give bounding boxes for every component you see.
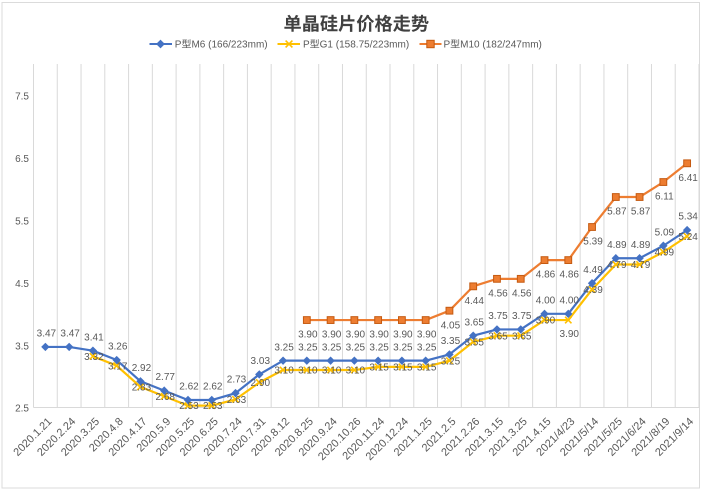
svg-text:M10 (182/247mm): M10 (182/247mm)	[460, 40, 542, 51]
svg-text:5.39: 5.39	[583, 237, 603, 248]
svg-text:3.65: 3.65	[488, 331, 508, 342]
svg-text:6.41: 6.41	[678, 173, 698, 184]
svg-text:3.10: 3.10	[346, 366, 366, 377]
svg-text:4.56: 4.56	[512, 288, 532, 299]
svg-text:3.5: 3.5	[15, 341, 29, 352]
svg-text:3.26: 3.26	[108, 342, 128, 353]
svg-text:4.44: 4.44	[464, 296, 484, 307]
svg-text:2.53: 2.53	[179, 401, 199, 412]
svg-text:6.11: 6.11	[655, 192, 674, 203]
svg-text:7.5: 7.5	[15, 91, 29, 102]
svg-text:3.90: 3.90	[346, 330, 366, 341]
svg-text:2.73: 2.73	[227, 375, 247, 386]
svg-text:3.55: 3.55	[464, 338, 484, 349]
svg-text:3.25: 3.25	[346, 342, 366, 353]
svg-text:2.83: 2.83	[132, 382, 152, 393]
svg-text:5.34: 5.34	[678, 212, 698, 223]
svg-text:3.65: 3.65	[512, 331, 532, 342]
svg-text:4.00: 4.00	[560, 295, 580, 306]
svg-text:3.17: 3.17	[108, 361, 128, 372]
svg-text:3.35: 3.35	[441, 336, 461, 347]
svg-text:3.90: 3.90	[298, 330, 318, 341]
svg-text:3.25: 3.25	[393, 342, 413, 353]
svg-text:4.79: 4.79	[607, 260, 627, 271]
svg-text:3.10: 3.10	[298, 366, 318, 377]
svg-text:3.47: 3.47	[37, 329, 57, 340]
svg-text:2.92: 2.92	[132, 363, 152, 374]
svg-text:P: P	[444, 40, 451, 51]
svg-text:4.5: 4.5	[15, 279, 29, 290]
svg-text:3.25: 3.25	[322, 342, 342, 353]
svg-text:M6 (166/223mm): M6 (166/223mm)	[191, 40, 267, 51]
svg-text:3.90: 3.90	[560, 329, 580, 340]
svg-text:2.62: 2.62	[203, 382, 223, 393]
svg-text:3.25: 3.25	[441, 356, 461, 367]
svg-text:4.89: 4.89	[631, 240, 651, 251]
svg-text:3.25: 3.25	[417, 342, 437, 353]
svg-text:4.79: 4.79	[631, 260, 651, 271]
svg-text:4.99: 4.99	[655, 248, 675, 259]
svg-text:3.32: 3.32	[84, 352, 104, 363]
svg-text:4.49: 4.49	[583, 265, 603, 276]
svg-text:4.86: 4.86	[536, 270, 556, 281]
svg-text:3.41: 3.41	[84, 332, 104, 343]
svg-text:G1 (158.75/223mm): G1 (158.75/223mm)	[320, 40, 410, 51]
svg-text:2.77: 2.77	[155, 372, 175, 383]
svg-text:6.5: 6.5	[15, 154, 29, 165]
svg-text:2.5: 2.5	[15, 404, 29, 415]
svg-text:3.25: 3.25	[298, 342, 318, 353]
svg-text:5.5: 5.5	[15, 216, 29, 227]
svg-text:2.68: 2.68	[155, 392, 175, 403]
svg-text:3.75: 3.75	[488, 311, 508, 322]
svg-text:3.15: 3.15	[369, 363, 389, 374]
svg-text:3.47: 3.47	[60, 329, 80, 340]
svg-text:3.10: 3.10	[322, 366, 342, 377]
svg-text:4.39: 4.39	[583, 285, 603, 296]
svg-text:3.15: 3.15	[417, 363, 437, 374]
svg-text:3.25: 3.25	[274, 342, 294, 353]
svg-text:3.25: 3.25	[369, 342, 389, 353]
svg-text:3.90: 3.90	[536, 316, 556, 327]
svg-text:3.75: 3.75	[512, 311, 532, 322]
svg-text:2.62: 2.62	[179, 382, 199, 393]
svg-text:4.89: 4.89	[607, 240, 627, 251]
svg-text:P: P	[175, 40, 182, 51]
svg-text:3.90: 3.90	[369, 330, 389, 341]
svg-text:P: P	[303, 40, 310, 51]
svg-text:3.65: 3.65	[464, 317, 484, 328]
svg-text:5.87: 5.87	[631, 207, 651, 218]
svg-text:4.00: 4.00	[536, 295, 556, 306]
svg-text:5.09: 5.09	[655, 227, 675, 238]
svg-text:3.90: 3.90	[322, 330, 342, 341]
svg-text:5.24: 5.24	[678, 232, 698, 243]
svg-text:2.63: 2.63	[227, 395, 247, 406]
svg-text:4.05: 4.05	[441, 320, 461, 331]
svg-text:4.86: 4.86	[560, 270, 580, 281]
svg-text:3.15: 3.15	[393, 363, 413, 374]
svg-text:5.87: 5.87	[607, 207, 627, 218]
svg-text:2.53: 2.53	[203, 401, 223, 412]
svg-text:3.90: 3.90	[393, 330, 413, 341]
svg-text:2.90: 2.90	[251, 378, 271, 389]
svg-text:4.56: 4.56	[488, 288, 508, 299]
svg-text:3.90: 3.90	[417, 330, 437, 341]
svg-text:3.10: 3.10	[274, 366, 294, 377]
svg-text:3.03: 3.03	[251, 356, 271, 367]
